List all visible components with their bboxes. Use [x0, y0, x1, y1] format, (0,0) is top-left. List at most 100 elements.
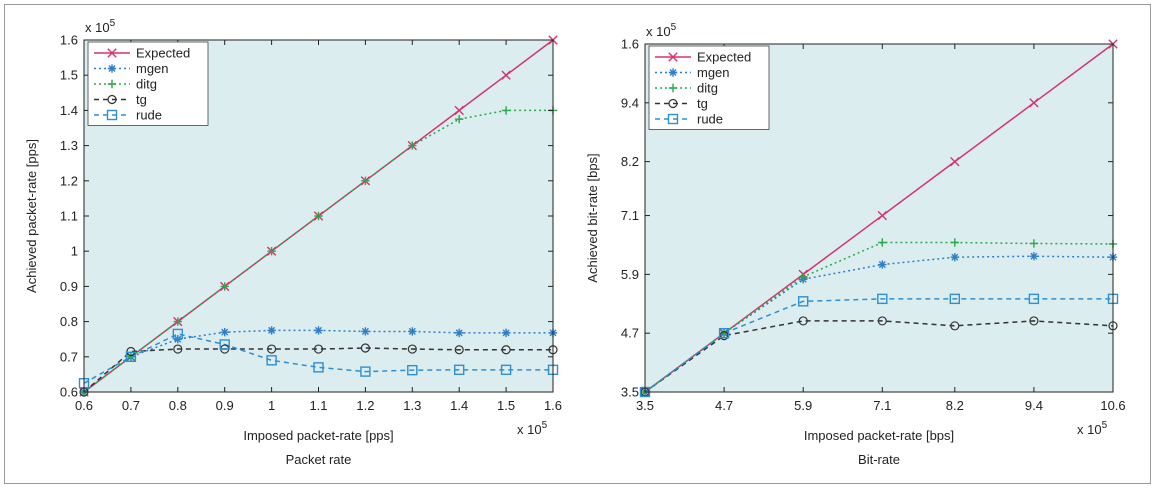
data-point-tg-1	[126, 346, 136, 357]
data-point-rude-1	[125, 351, 137, 362]
data-point-tg-9	[501, 345, 511, 355]
data-point-mgen-7	[408, 327, 417, 336]
legend-label-rude: rude	[136, 108, 162, 123]
series-line-tg	[644, 320, 1114, 393]
data-point-Expected-9	[501, 70, 511, 80]
x-tick-label: 10.6	[1100, 398, 1125, 413]
data-point-rude-2	[172, 328, 184, 340]
x-tick-label: 0.7	[122, 398, 140, 413]
data-point-ditg-5	[1029, 239, 1039, 248]
data-point-rude-6	[360, 366, 371, 377]
data-point-ditg-9	[501, 106, 511, 115]
y-tick-label: 1	[71, 244, 78, 259]
data-point-rude-8	[454, 364, 465, 376]
x-tick-label: 9.4	[1025, 398, 1043, 413]
series-line-mgen	[83, 329, 553, 393]
data-point-rude-4	[949, 293, 961, 305]
y-tick-label: 1.6	[60, 33, 78, 48]
data-point-Expected-3	[877, 210, 887, 221]
data-point-tg-2	[798, 316, 808, 326]
x-tick-label: 1.6	[544, 398, 562, 413]
y-tick-label: 3.5	[621, 385, 639, 400]
data-point-rude-9	[500, 364, 512, 376]
data-point-rude-3	[877, 293, 888, 305]
data-point-ditg-2	[798, 272, 808, 282]
data-point-mgen-5	[1029, 252, 1039, 261]
data-point-tg-2	[173, 344, 183, 354]
legend-marker-tg	[668, 98, 678, 109]
data-point-rude-2	[797, 296, 809, 307]
data-point-mgen-9	[501, 328, 511, 338]
data-point-ditg-4	[950, 238, 960, 247]
y-tick-label: 4.7	[621, 326, 639, 341]
data-point-rude-4	[266, 355, 277, 366]
data-point-mgen-6	[361, 327, 370, 336]
series-line-tg	[83, 347, 553, 393]
chart-caption: Packet rate	[286, 452, 352, 467]
data-point-mgen-4	[950, 253, 960, 262]
data-point-tg-4	[267, 344, 277, 354]
x-tick-label: 1.4	[450, 398, 468, 413]
x-tick-label: 1.5	[497, 398, 515, 413]
chart-panel-2: 3.5 4.7 5.9 7.1 8.2 9.4 10.6 3.5 4.7 5.9 7.1 8.2 9.4…	[585, 22, 1126, 467]
x-axis-label: Imposed packet-rate [bps]	[804, 428, 954, 443]
y-tick-label: 1.5	[60, 68, 78, 83]
x-tick-label: 0.9	[216, 398, 234, 413]
x-axis-label: Imposed packet-rate [pps]	[243, 428, 393, 443]
data-point-tg-6	[360, 343, 370, 353]
legend-marker-mgen	[107, 64, 117, 73]
x-tick-label: 3.5	[636, 398, 654, 413]
y-tick-label: 1.4	[60, 103, 78, 118]
series-line-rude	[83, 333, 553, 384]
legend-label-Expected: Expected	[697, 50, 751, 65]
data-point-tg-3	[877, 316, 887, 326]
data-point-rude-1	[718, 327, 730, 339]
y-axis-label: Achieved bit-rate [bps]	[585, 153, 600, 282]
legend-label-ditg: ditg	[136, 77, 157, 92]
legend-marker-Expected	[668, 52, 678, 62]
data-point-tg-8	[454, 345, 464, 355]
legend-marker-rude	[667, 113, 679, 125]
y-tick-label: 5.9	[621, 267, 639, 282]
data-point-ditg-8	[455, 115, 464, 124]
x-tick-label: 1.2	[356, 398, 374, 413]
chart-caption: Bit-rate	[858, 452, 900, 467]
y-tick-label: 8.2	[621, 154, 639, 169]
y-tick-label: 0.8	[60, 314, 78, 329]
data-point-ditg-3	[220, 282, 229, 291]
x-tick-label: 4.7	[715, 398, 733, 413]
data-point-tg-4	[950, 321, 960, 331]
data-point-rude-5	[313, 362, 324, 373]
x-tick-label: 8.2	[946, 398, 964, 413]
y-tick-label: 1.3	[60, 138, 78, 153]
x-exponent-label: x 105	[1077, 420, 1108, 437]
legend-label-Expected: Expected	[136, 46, 190, 61]
data-point-ditg-1	[126, 352, 136, 361]
data-point-mgen-3	[878, 260, 887, 269]
legend-label-tg: tg	[136, 92, 147, 107]
legend-label-tg: tg	[697, 96, 708, 111]
x-exponent-power: 5	[542, 420, 548, 431]
y-exponent-label: x 105	[85, 18, 116, 35]
data-point-ditg-2	[173, 317, 182, 326]
data-point-mgen-2	[173, 335, 182, 344]
x-tick-label: 1.1	[309, 398, 327, 413]
data-point-ditg-6	[361, 176, 370, 185]
legend-marker-rude	[106, 109, 118, 121]
y-exponent-label: x 105	[646, 22, 677, 39]
x-tick-label: 0.8	[169, 398, 187, 413]
data-point-tg-5	[1029, 316, 1039, 326]
legend-label-mgen: mgen	[697, 65, 730, 80]
x-exponent-power: 5	[1102, 420, 1108, 431]
y-tick-label: 0.7	[60, 349, 78, 364]
y-tick-label: 1.2	[60, 173, 78, 188]
data-point-ditg-5	[314, 211, 323, 221]
data-point-ditg-4	[267, 247, 276, 256]
x-exponent-label: x 105	[517, 420, 548, 437]
data-point-mgen-8	[455, 328, 464, 338]
x-tick-label: 1	[268, 398, 275, 413]
data-point-mgen-4	[267, 326, 276, 335]
legend-marker-mgen	[668, 68, 678, 77]
data-point-rude-5	[1028, 293, 1040, 305]
